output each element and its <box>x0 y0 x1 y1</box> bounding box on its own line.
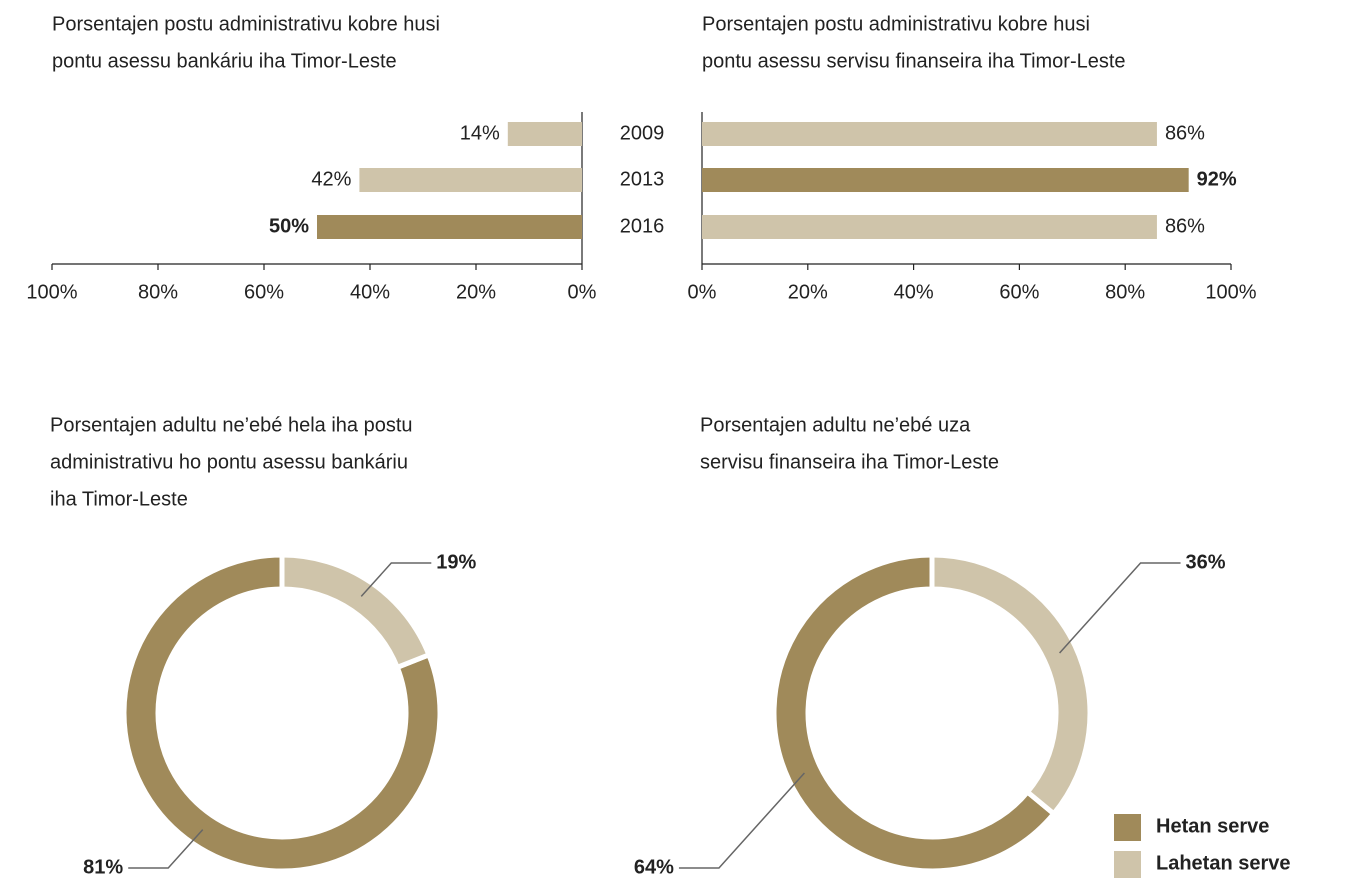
x-tick-label: 60% <box>999 281 1039 303</box>
chart-title: pontu asessu bankáriu iha Timor-Leste <box>52 50 397 72</box>
x-tick-label: 80% <box>138 281 178 303</box>
x-tick-label: 0% <box>688 281 717 303</box>
x-tick-label: 80% <box>1105 281 1145 303</box>
x-tick-label: 100% <box>26 281 77 303</box>
x-tick-label: 40% <box>350 281 390 303</box>
chart-title: administrativu ho pontu asessu bankáriu <box>50 451 408 473</box>
donut-segment <box>929 552 1093 818</box>
bar <box>507 122 582 146</box>
bar <box>702 168 1189 192</box>
value-label: 92% <box>1197 168 1237 190</box>
donut-segment <box>771 552 1058 874</box>
x-tick-label: 40% <box>894 281 934 303</box>
bar <box>317 215 582 239</box>
leader-line <box>1059 562 1181 654</box>
bar <box>702 122 1157 146</box>
category-label: 2013 <box>620 168 665 190</box>
leader-line <box>128 829 204 869</box>
value-label: 86% <box>1165 122 1205 144</box>
x-tick-label: 100% <box>1205 281 1256 303</box>
leader-line <box>678 772 805 869</box>
value-label: 86% <box>1165 215 1205 237</box>
value-label: 42% <box>311 168 351 190</box>
leader-line <box>360 562 432 597</box>
value-label: 14% <box>460 122 500 144</box>
donut-segment <box>121 552 443 874</box>
chart-title: Porsentajen adultu ne’ebé uza <box>700 414 971 436</box>
category-label: 2009 <box>620 122 665 144</box>
value-label: 50% <box>269 215 309 237</box>
category-label: 2016 <box>620 215 665 237</box>
legend-swatch <box>1114 851 1141 878</box>
value-label: 64% <box>634 856 674 878</box>
legend-swatch <box>1114 814 1141 841</box>
bar <box>359 168 582 192</box>
value-label: 36% <box>1186 551 1226 573</box>
value-label: 81% <box>83 856 123 878</box>
chart-title: pontu asessu servisu finanseira iha Timo… <box>702 50 1126 72</box>
value-label: 19% <box>436 551 476 573</box>
chart-title: Porsentajen postu administrativu kobre h… <box>52 13 440 35</box>
chart-title: iha Timor-Leste <box>50 488 188 510</box>
chart-title: Porsentajen postu administrativu kobre h… <box>702 13 1090 35</box>
donut-segment <box>279 552 433 671</box>
x-tick-label: 20% <box>788 281 828 303</box>
x-tick-label: 0% <box>568 281 597 303</box>
legend-label: Hetan serve <box>1156 815 1269 837</box>
x-tick-label: 20% <box>456 281 496 303</box>
bar <box>702 215 1157 239</box>
chart-title: Porsentajen adultu ne’ebé hela iha postu <box>50 414 413 436</box>
chart-title: servisu finanseira iha Timor-Leste <box>700 451 999 473</box>
x-tick-label: 60% <box>244 281 284 303</box>
legend-label: Lahetan serve <box>1156 852 1291 874</box>
